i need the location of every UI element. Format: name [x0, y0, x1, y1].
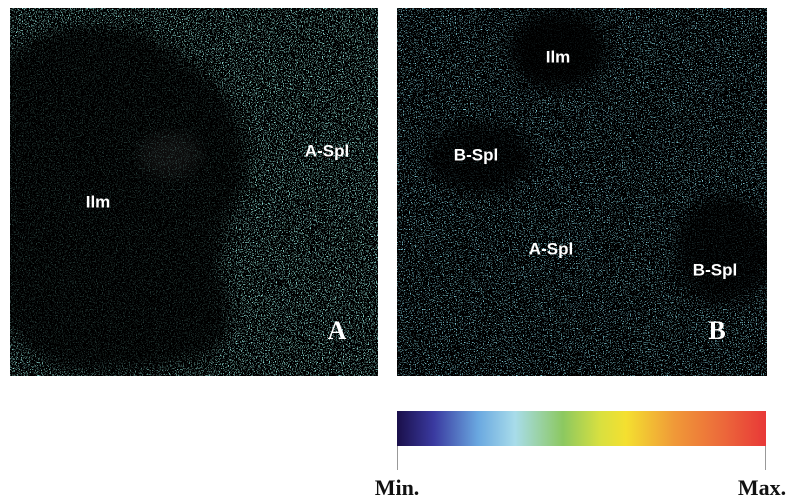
label: A-Spl — [529, 239, 573, 258]
panel-letter: A — [328, 316, 347, 345]
label: Ilm — [86, 192, 111, 211]
panel-a-map — [0, 8, 378, 376]
label: Ilm — [546, 47, 571, 66]
panel-letter: B — [708, 316, 725, 345]
label: A-Spl — [305, 141, 349, 160]
label: B-Spl — [693, 260, 737, 279]
colorbar-max: Max. — [738, 475, 786, 500]
page: {"panels": [ {"letter": "A", "labels": [… — [0, 0, 798, 503]
colorbar — [397, 411, 766, 446]
figure: Ilm A-Spl A Ilm B-Spl A-Spl B-Spl B Min.… — [0, 0, 798, 503]
colorbar-min: Min. — [375, 475, 420, 500]
label: B-Spl — [454, 145, 498, 164]
